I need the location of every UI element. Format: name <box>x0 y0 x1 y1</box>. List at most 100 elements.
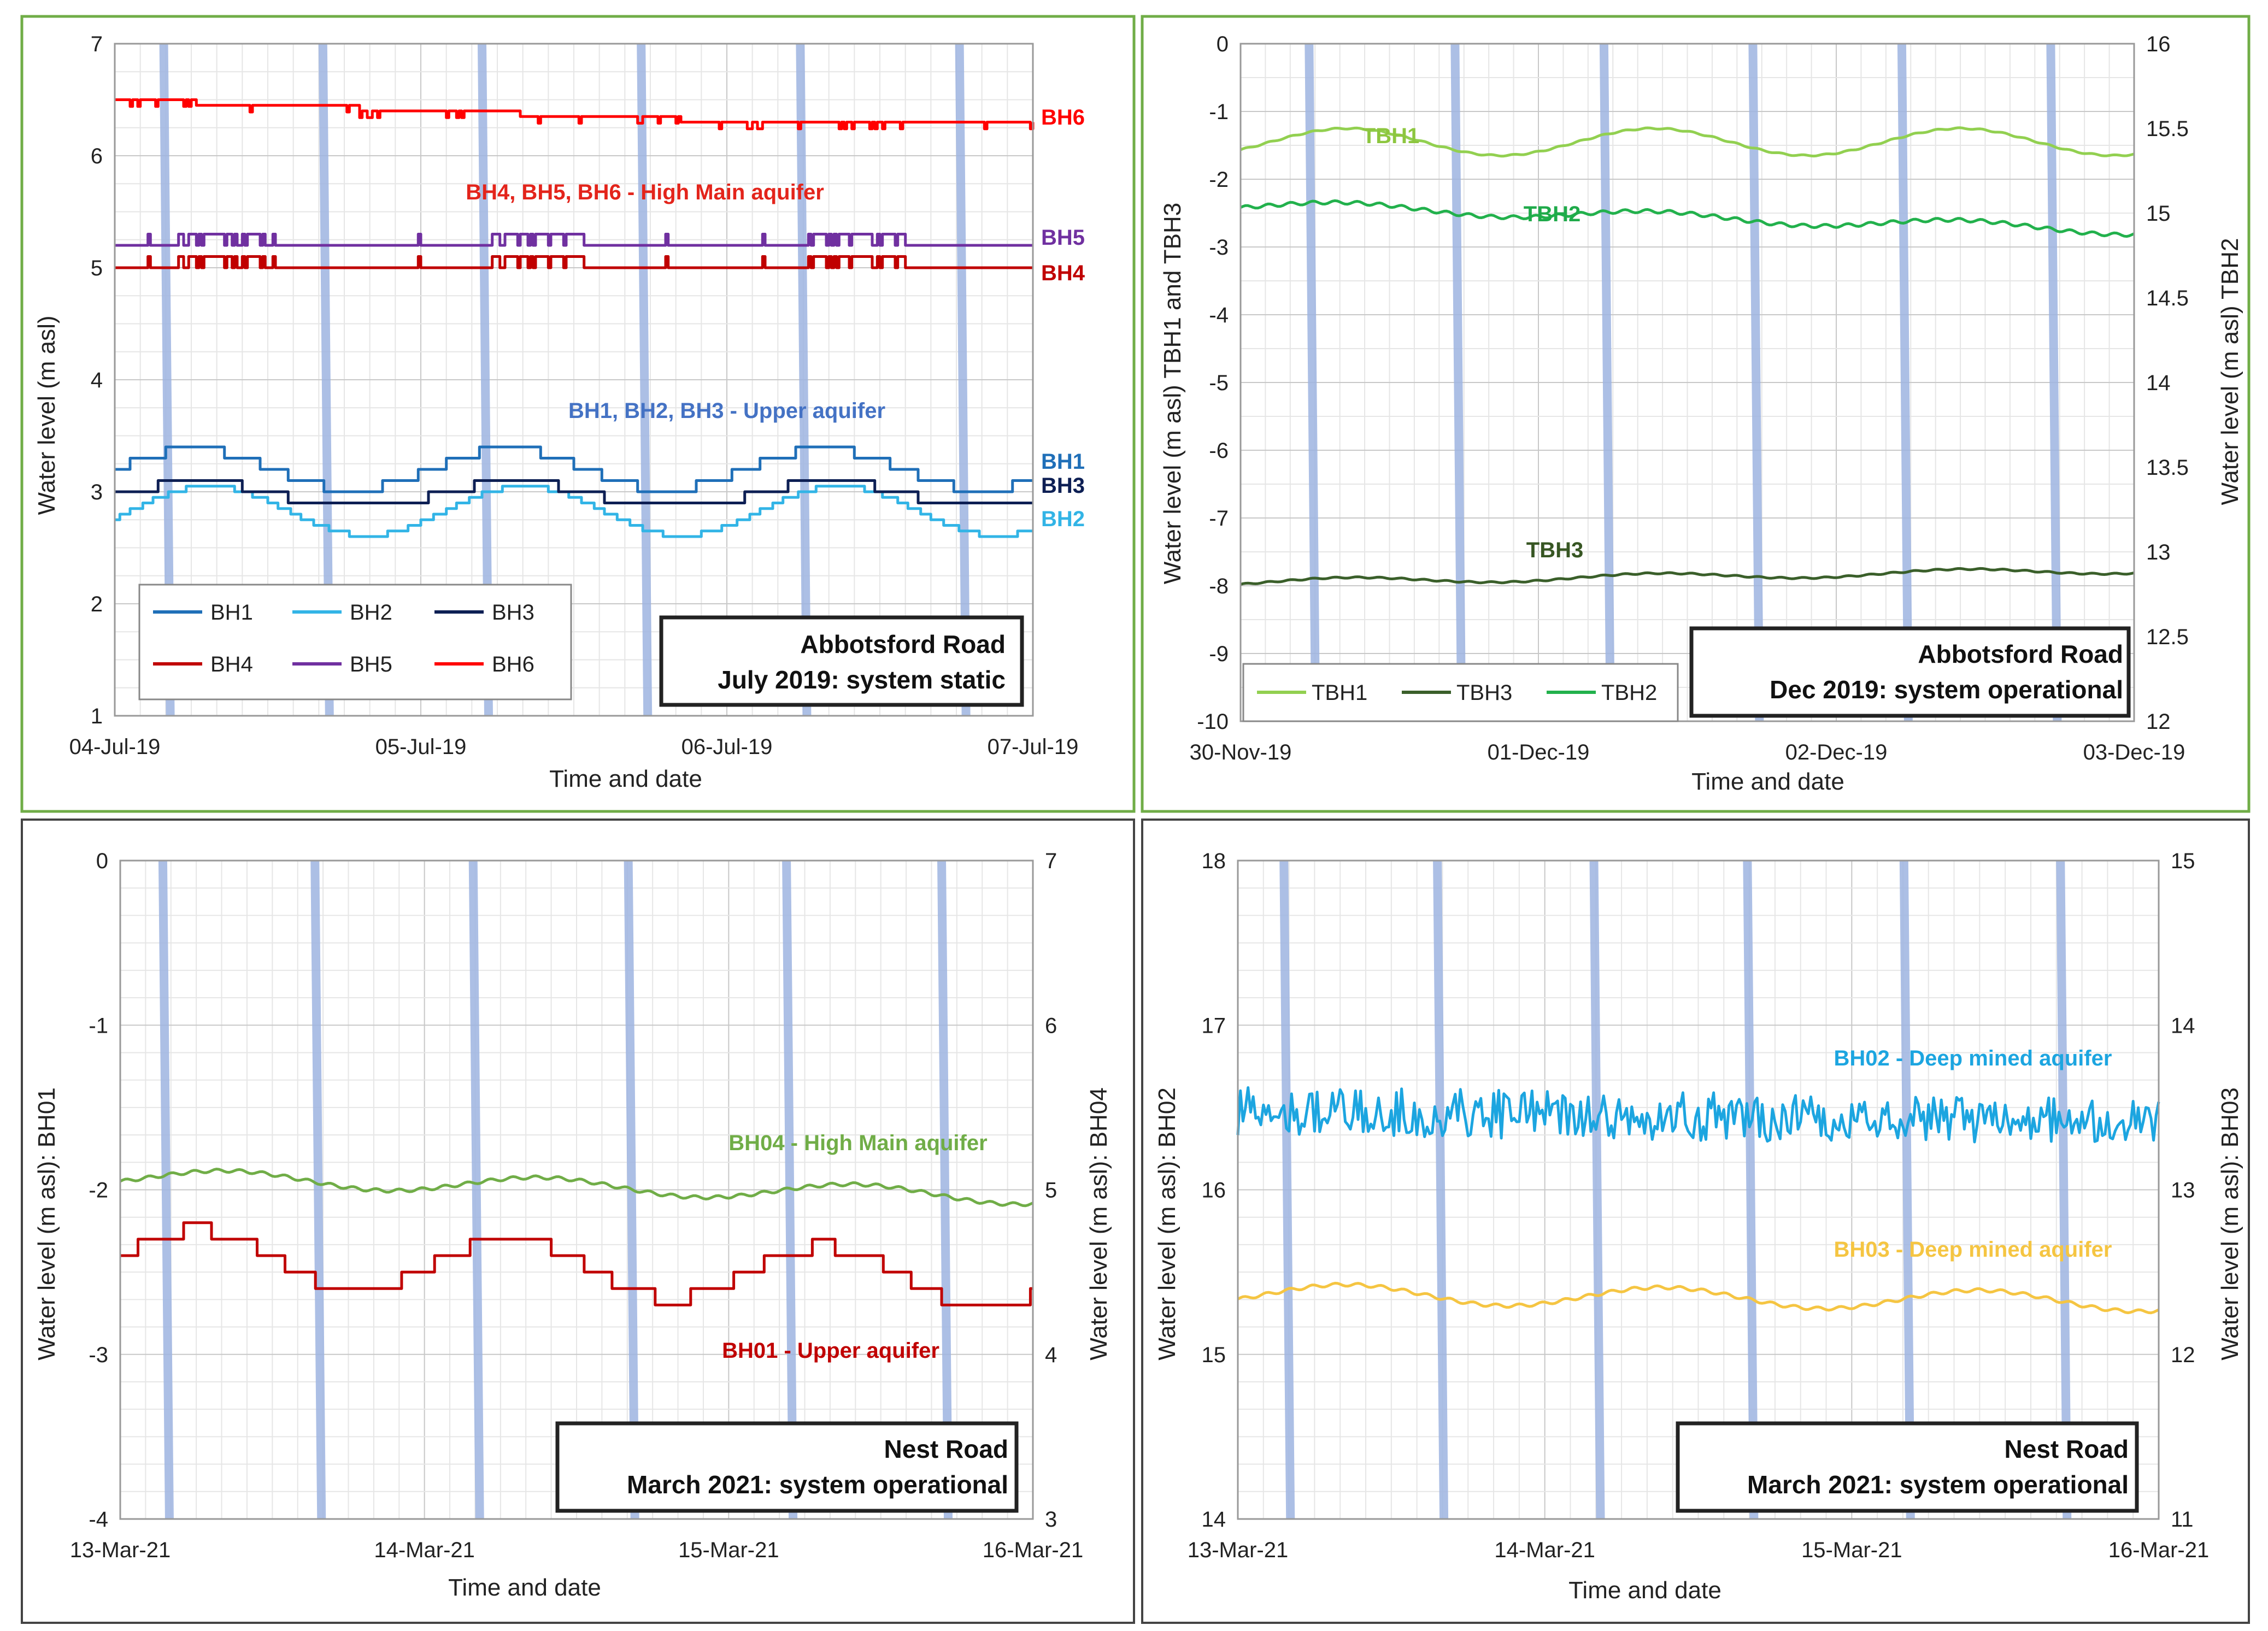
pumping-band <box>1279 860 1295 1520</box>
y-right-tick-label: 13.5 <box>2146 456 2189 480</box>
panel-nest-road-bh01-bh04: -4 -3 -2 -1 0 3 4 5 6 7 13-Mar-21 14-Mar-21 15-Mar… <box>21 819 1135 1624</box>
series-line-bh3 <box>115 479 1033 504</box>
y-right-tick-label: 16 <box>2146 32 2171 56</box>
site-period: Dec 2019: system operational <box>1770 675 2123 704</box>
y-tick-label: 0 <box>96 849 108 873</box>
y-axis-label: Water level (m asl): BH02 <box>1154 1087 1180 1361</box>
panel-frame <box>20 15 1136 813</box>
y-tick-label: 6 <box>91 144 103 168</box>
plot-grid <box>120 860 1033 1520</box>
panel-frame <box>1141 15 2251 813</box>
panel-abbotsford-july-2019: 1 2 3 4 5 6 7 04-Jul-19 05-Jul-19 06-Jul-19 07-Ju… <box>20 15 1136 813</box>
site-box-frame <box>659 615 1024 707</box>
x-tick-label: 14-Mar-21 <box>1494 1538 1595 1562</box>
y-tick-label: -7 <box>1209 507 1229 531</box>
y-tick-label: -1 <box>1209 100 1229 124</box>
plot-axes <box>114 43 1034 717</box>
plot-area-border <box>114 43 1034 717</box>
end-labels: BH6 BH5 BH4 BH1 BH3 BH2 <box>1041 105 1085 531</box>
legend-frame <box>1242 663 1679 722</box>
series-line-bh02 <box>1236 1086 2160 1144</box>
y-tick-label: 4 <box>91 368 103 392</box>
x-tick-label: 02-Dec-19 <box>1785 740 1888 764</box>
site-label-box: Nest Road March 2021: system operational <box>555 1421 1019 1513</box>
y-right-tick-label: 15 <box>2146 202 2171 226</box>
series-line-bh6 <box>115 98 1035 131</box>
pumping-band <box>1450 43 1466 722</box>
y-right-tick-label: 14 <box>2146 371 2171 395</box>
site-name: Nest Road <box>884 1435 1008 1463</box>
x-tick-label: 03-Dec-19 <box>2083 740 2185 764</box>
y-right-tick-label: 13 <box>2171 1179 2195 1203</box>
y-tick-label: -2 <box>89 1179 108 1203</box>
y-tick-label: -9 <box>1209 642 1229 666</box>
y-tick-label: 15 <box>1202 1343 1226 1367</box>
y-tick-label: 3 <box>91 480 103 504</box>
pumping-band <box>1748 43 1764 722</box>
end-label-bh1: BH1 <box>1041 450 1085 474</box>
y-right-tick-label: 15 <box>2171 849 2195 873</box>
legend: BH1 BH2 BH3 BH4 BH5 BH6 <box>138 584 572 700</box>
y-right-tick-label: 12 <box>2171 1343 2195 1367</box>
annotation-bh03: BH03 - Deep mined aquifer <box>1834 1238 2112 1262</box>
end-label-bh4: BH4 <box>1041 261 1085 285</box>
x-tick-label: 01-Dec-19 <box>1488 740 1590 764</box>
y-tick-label: -4 <box>89 1508 108 1532</box>
series-lines <box>1239 126 2135 586</box>
series-line-bh03 <box>1237 1281 2160 1315</box>
annotation-bh04: BH04 - High Main aquifer <box>728 1131 987 1155</box>
site-period: March 2021: system operational <box>1747 1470 2129 1499</box>
series-line-bh04 <box>119 1168 1034 1208</box>
pumping-band <box>1589 860 1605 1520</box>
pumping-band <box>1899 860 1915 1520</box>
x-tick-labels: 04-Jul-19 05-Jul-19 06-Jul-19 07-Jul-19 <box>69 735 1079 759</box>
y-tick-label: 5 <box>91 256 103 280</box>
y-axis-label: Water level (m asl) <box>33 315 60 515</box>
y-tick-label: 16 <box>1202 1179 1226 1203</box>
x-axis-label: Time and date <box>1691 768 1844 795</box>
legend-label-bh3: BH3 <box>492 600 534 625</box>
y-tick-label: -8 <box>1209 574 1229 598</box>
end-label-bh6: BH6 <box>1041 105 1085 129</box>
pumping-band <box>1433 860 1449 1520</box>
site-label-box: Abbotsford Road July 2019: system static <box>659 615 1024 707</box>
y-right-tick-label: 13 <box>2146 540 2171 564</box>
y-axis-label: Water level (m asl) TBH1 and TBH3 <box>1159 203 1186 585</box>
y-right-axis-label: Water level (m asl) TBH2 <box>2217 238 2243 505</box>
y-tick-label: -4 <box>1209 303 1229 327</box>
pumping-band <box>637 43 653 716</box>
y-tick-label: 18 <box>1202 849 1226 873</box>
legend-label-bh5: BH5 <box>350 652 392 676</box>
y-tick-label: -10 <box>1197 710 1229 734</box>
annotation-tbh2: TBH2 <box>1524 202 1580 226</box>
x-tick-label: 06-Jul-19 <box>681 735 773 759</box>
y-right-tick-labels: 11 12 13 14 15 <box>2171 849 2195 1532</box>
y-right-tick-label: 4 <box>1045 1343 1057 1367</box>
legend-label-bh6: BH6 <box>492 652 534 676</box>
series-line-tbh3 <box>1240 567 2135 586</box>
series-line-tbh1 <box>1240 126 2135 158</box>
legend-label-tbh3: TBH3 <box>1456 681 1512 705</box>
x-tick-label: 16-Mar-21 <box>983 1538 1084 1562</box>
y-right-tick-label: 14.5 <box>2146 286 2189 310</box>
plot-axes <box>119 859 1034 1520</box>
site-box-frame <box>1676 1421 2139 1513</box>
y-right-tick-label: 6 <box>1045 1014 1057 1038</box>
annotation-tbh3: TBH3 <box>1526 538 1583 562</box>
site-period: July 2019: system static <box>718 666 1006 694</box>
pumping-band <box>1743 860 1759 1520</box>
x-tick-label: 13-Mar-21 <box>1188 1538 1289 1562</box>
y-axis-label: Water level (m asl): BH01 <box>33 1087 60 1361</box>
annotation-high-main-aquifer: BH4, BH5, BH6 - High Main aquifer <box>466 180 824 204</box>
y-right-tick-label: 5 <box>1045 1179 1057 1203</box>
series-lines <box>119 1168 1034 1306</box>
y-right-tick-label: 12.5 <box>2146 625 2189 649</box>
pumping-band <box>2056 860 2072 1520</box>
x-tick-label: 30-Nov-19 <box>1190 740 1292 764</box>
series-lines <box>1236 1086 2160 1315</box>
pumping-band <box>1305 43 1320 722</box>
y-tick-label: -3 <box>1209 235 1229 260</box>
x-tick-labels: 13-Mar-21 14-Mar-21 15-Mar-21 16-Mar-21 <box>1188 1538 2210 1562</box>
pumping-bands <box>1305 43 2062 722</box>
y-right-tick-label: 14 <box>2171 1014 2195 1038</box>
